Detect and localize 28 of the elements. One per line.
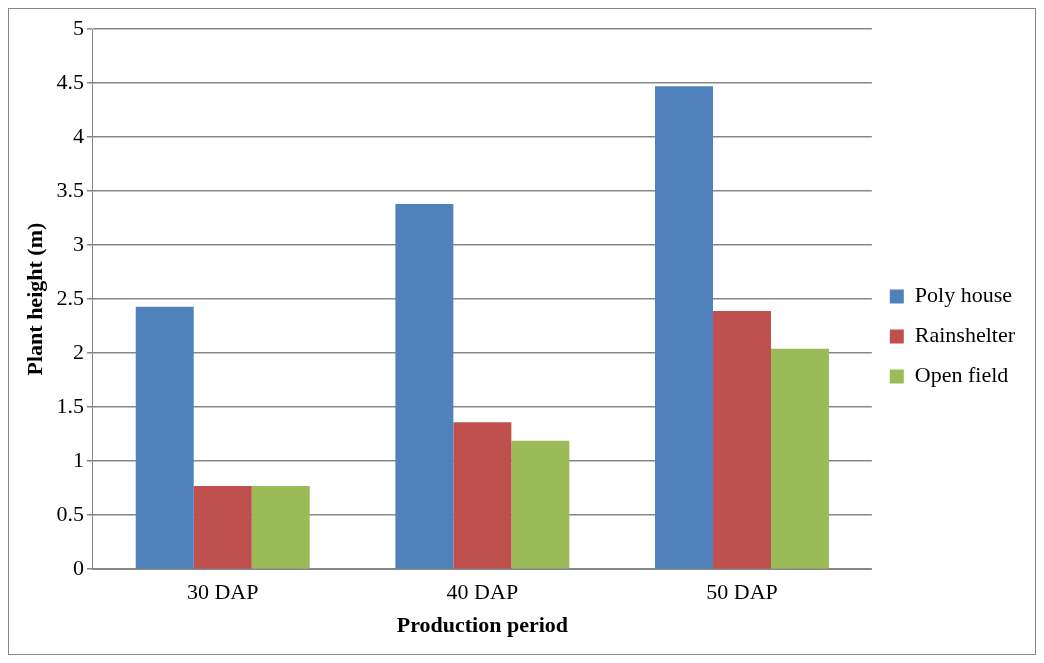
y-tick-label: 4.5 bbox=[56, 68, 84, 94]
y-tick-label: 1.5 bbox=[56, 392, 84, 418]
legend-label: Poly house bbox=[914, 282, 1012, 308]
bar bbox=[135, 306, 194, 569]
x-tick-label: 40 DAP bbox=[446, 579, 519, 605]
y-tick-label: 3 bbox=[72, 230, 84, 256]
bar bbox=[511, 440, 570, 569]
y-axis-title: Plant height (m) bbox=[21, 222, 47, 376]
y-tick-label: 3.5 bbox=[56, 176, 84, 202]
x-axis-title: Production period bbox=[396, 612, 569, 638]
x-tick-label: 30 DAP bbox=[186, 579, 259, 605]
y-tick-label: 2 bbox=[72, 338, 84, 364]
legend-label: Rainshelter bbox=[914, 322, 1016, 348]
bar bbox=[453, 422, 512, 569]
y-tick-label: 1 bbox=[72, 446, 84, 472]
bar bbox=[770, 348, 829, 569]
y-tick-label: 4 bbox=[72, 122, 84, 148]
x-tick-label: 50 DAP bbox=[706, 579, 778, 605]
bar bbox=[395, 204, 454, 569]
bar bbox=[193, 486, 252, 569]
y-tick-label: 2.5 bbox=[56, 284, 84, 310]
bar bbox=[713, 310, 771, 569]
y-tick-label: 5 bbox=[72, 14, 84, 40]
y-tick-label: 0.5 bbox=[56, 500, 84, 526]
bar bbox=[655, 86, 713, 569]
bar bbox=[251, 486, 310, 569]
y-tick-label: 0 bbox=[72, 554, 84, 580]
legend-label: Open field bbox=[914, 362, 1009, 388]
